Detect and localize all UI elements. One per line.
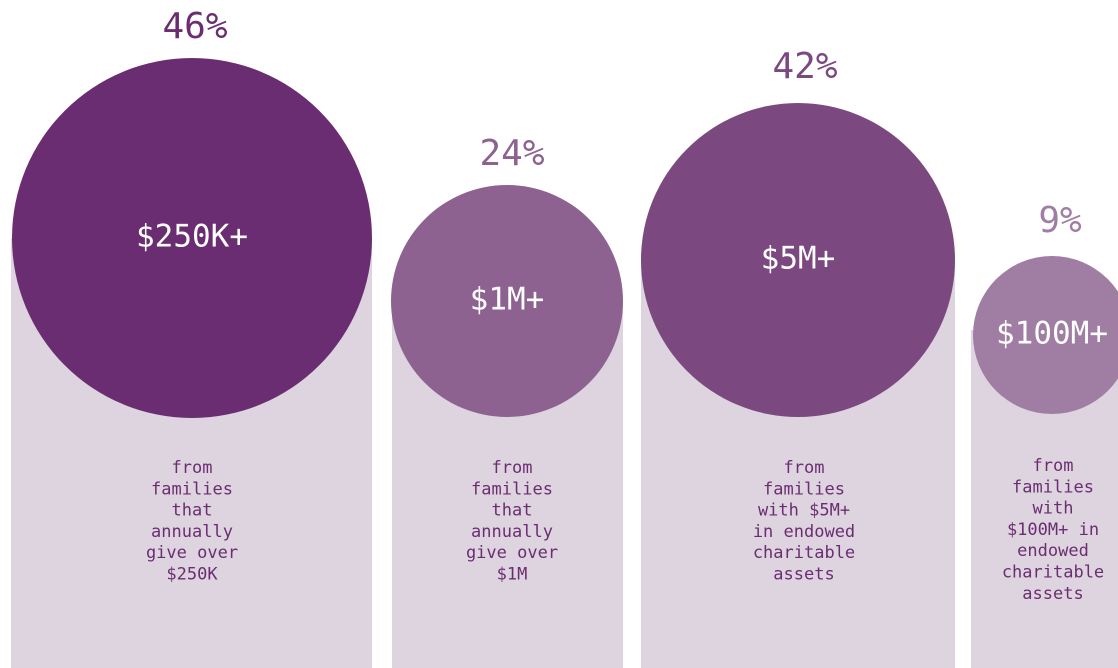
stat-description: from xyxy=(784,458,825,478)
stat-description: assets xyxy=(773,565,834,585)
stat-description: from xyxy=(1033,456,1074,476)
stat-percent: 9% xyxy=(1038,200,1082,241)
stat-label: $1M+ xyxy=(470,282,545,318)
stat-description: $100M+ in xyxy=(1007,520,1099,540)
stat-description: that xyxy=(172,501,213,521)
stat-description: assets xyxy=(1022,584,1083,604)
stat-circle xyxy=(391,185,623,417)
stat-description: give over xyxy=(146,543,238,563)
stat-description: that xyxy=(492,501,533,521)
stat-description: annually xyxy=(151,522,233,542)
stat-description: annually xyxy=(471,522,553,542)
stat-description: families xyxy=(1012,477,1094,497)
stat-description: families xyxy=(763,479,845,499)
stat-label: $250K+ xyxy=(136,219,248,255)
stat-description: with $5M+ xyxy=(758,501,850,521)
stat-description: $1M xyxy=(497,565,528,585)
stat-percent: 42% xyxy=(772,46,837,87)
stat-description: families xyxy=(471,479,553,499)
stat-description: in endowed xyxy=(753,522,855,542)
stat-description: charitable xyxy=(1002,563,1104,583)
stat-percent: 46% xyxy=(162,6,227,47)
stat-label: $100M+ xyxy=(996,316,1108,352)
stat-circle xyxy=(641,103,955,417)
stat-description: give over xyxy=(466,543,558,563)
stat-description: endowed xyxy=(1017,541,1089,561)
stat-description: from xyxy=(172,458,213,478)
stat-percent: 24% xyxy=(479,133,544,174)
stat-description: charitable xyxy=(753,543,855,563)
stat-description: families xyxy=(151,479,233,499)
stat-circle xyxy=(973,256,1118,414)
stat-description: $250K xyxy=(166,565,218,585)
stat-description: with xyxy=(1033,499,1074,519)
stat-circle xyxy=(12,58,372,418)
stat-label: $5M+ xyxy=(761,241,836,277)
stat-description: from xyxy=(492,458,533,478)
